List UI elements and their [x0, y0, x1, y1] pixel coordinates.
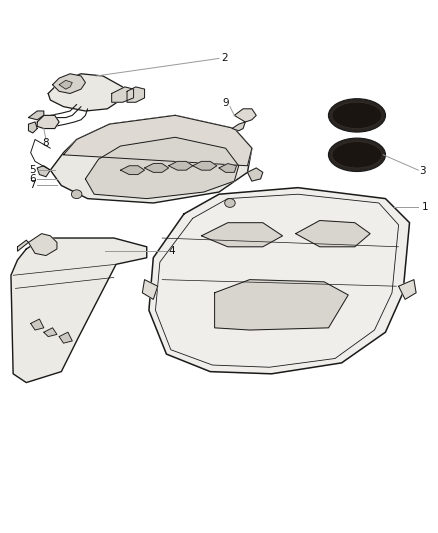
Polygon shape — [11, 238, 147, 383]
Ellipse shape — [332, 142, 382, 168]
Polygon shape — [59, 332, 72, 343]
Polygon shape — [399, 280, 416, 300]
Polygon shape — [28, 111, 44, 120]
Polygon shape — [142, 280, 158, 300]
Polygon shape — [193, 161, 217, 170]
Text: 3: 3 — [420, 166, 426, 176]
Polygon shape — [201, 223, 283, 247]
Polygon shape — [215, 280, 348, 330]
Polygon shape — [296, 221, 370, 247]
Ellipse shape — [332, 102, 382, 128]
Text: 5: 5 — [29, 165, 36, 175]
Ellipse shape — [225, 199, 235, 207]
Polygon shape — [232, 122, 245, 131]
Polygon shape — [219, 164, 237, 172]
Text: 7: 7 — [29, 181, 36, 190]
Polygon shape — [85, 138, 239, 199]
Polygon shape — [48, 74, 123, 111]
Polygon shape — [120, 166, 145, 174]
Polygon shape — [28, 233, 57, 255]
Polygon shape — [169, 161, 193, 170]
Ellipse shape — [71, 190, 82, 199]
Text: 1: 1 — [421, 203, 428, 212]
Polygon shape — [28, 122, 37, 133]
Polygon shape — [145, 164, 169, 172]
Text: 6: 6 — [29, 174, 36, 184]
Polygon shape — [53, 74, 85, 93]
Text: 9: 9 — [222, 98, 229, 108]
Ellipse shape — [328, 99, 385, 132]
Polygon shape — [127, 87, 145, 102]
Polygon shape — [37, 166, 50, 177]
Polygon shape — [149, 188, 410, 374]
Polygon shape — [64, 115, 252, 166]
Polygon shape — [234, 109, 256, 122]
Text: 4: 4 — [169, 246, 175, 256]
Text: 8: 8 — [42, 138, 49, 148]
Polygon shape — [59, 80, 72, 89]
Polygon shape — [31, 319, 44, 330]
Text: 2: 2 — [221, 53, 228, 63]
Polygon shape — [18, 240, 28, 251]
Polygon shape — [37, 115, 59, 128]
Polygon shape — [44, 328, 57, 336]
Ellipse shape — [328, 138, 385, 172]
Polygon shape — [112, 87, 134, 102]
Polygon shape — [50, 115, 252, 203]
Polygon shape — [247, 168, 263, 181]
